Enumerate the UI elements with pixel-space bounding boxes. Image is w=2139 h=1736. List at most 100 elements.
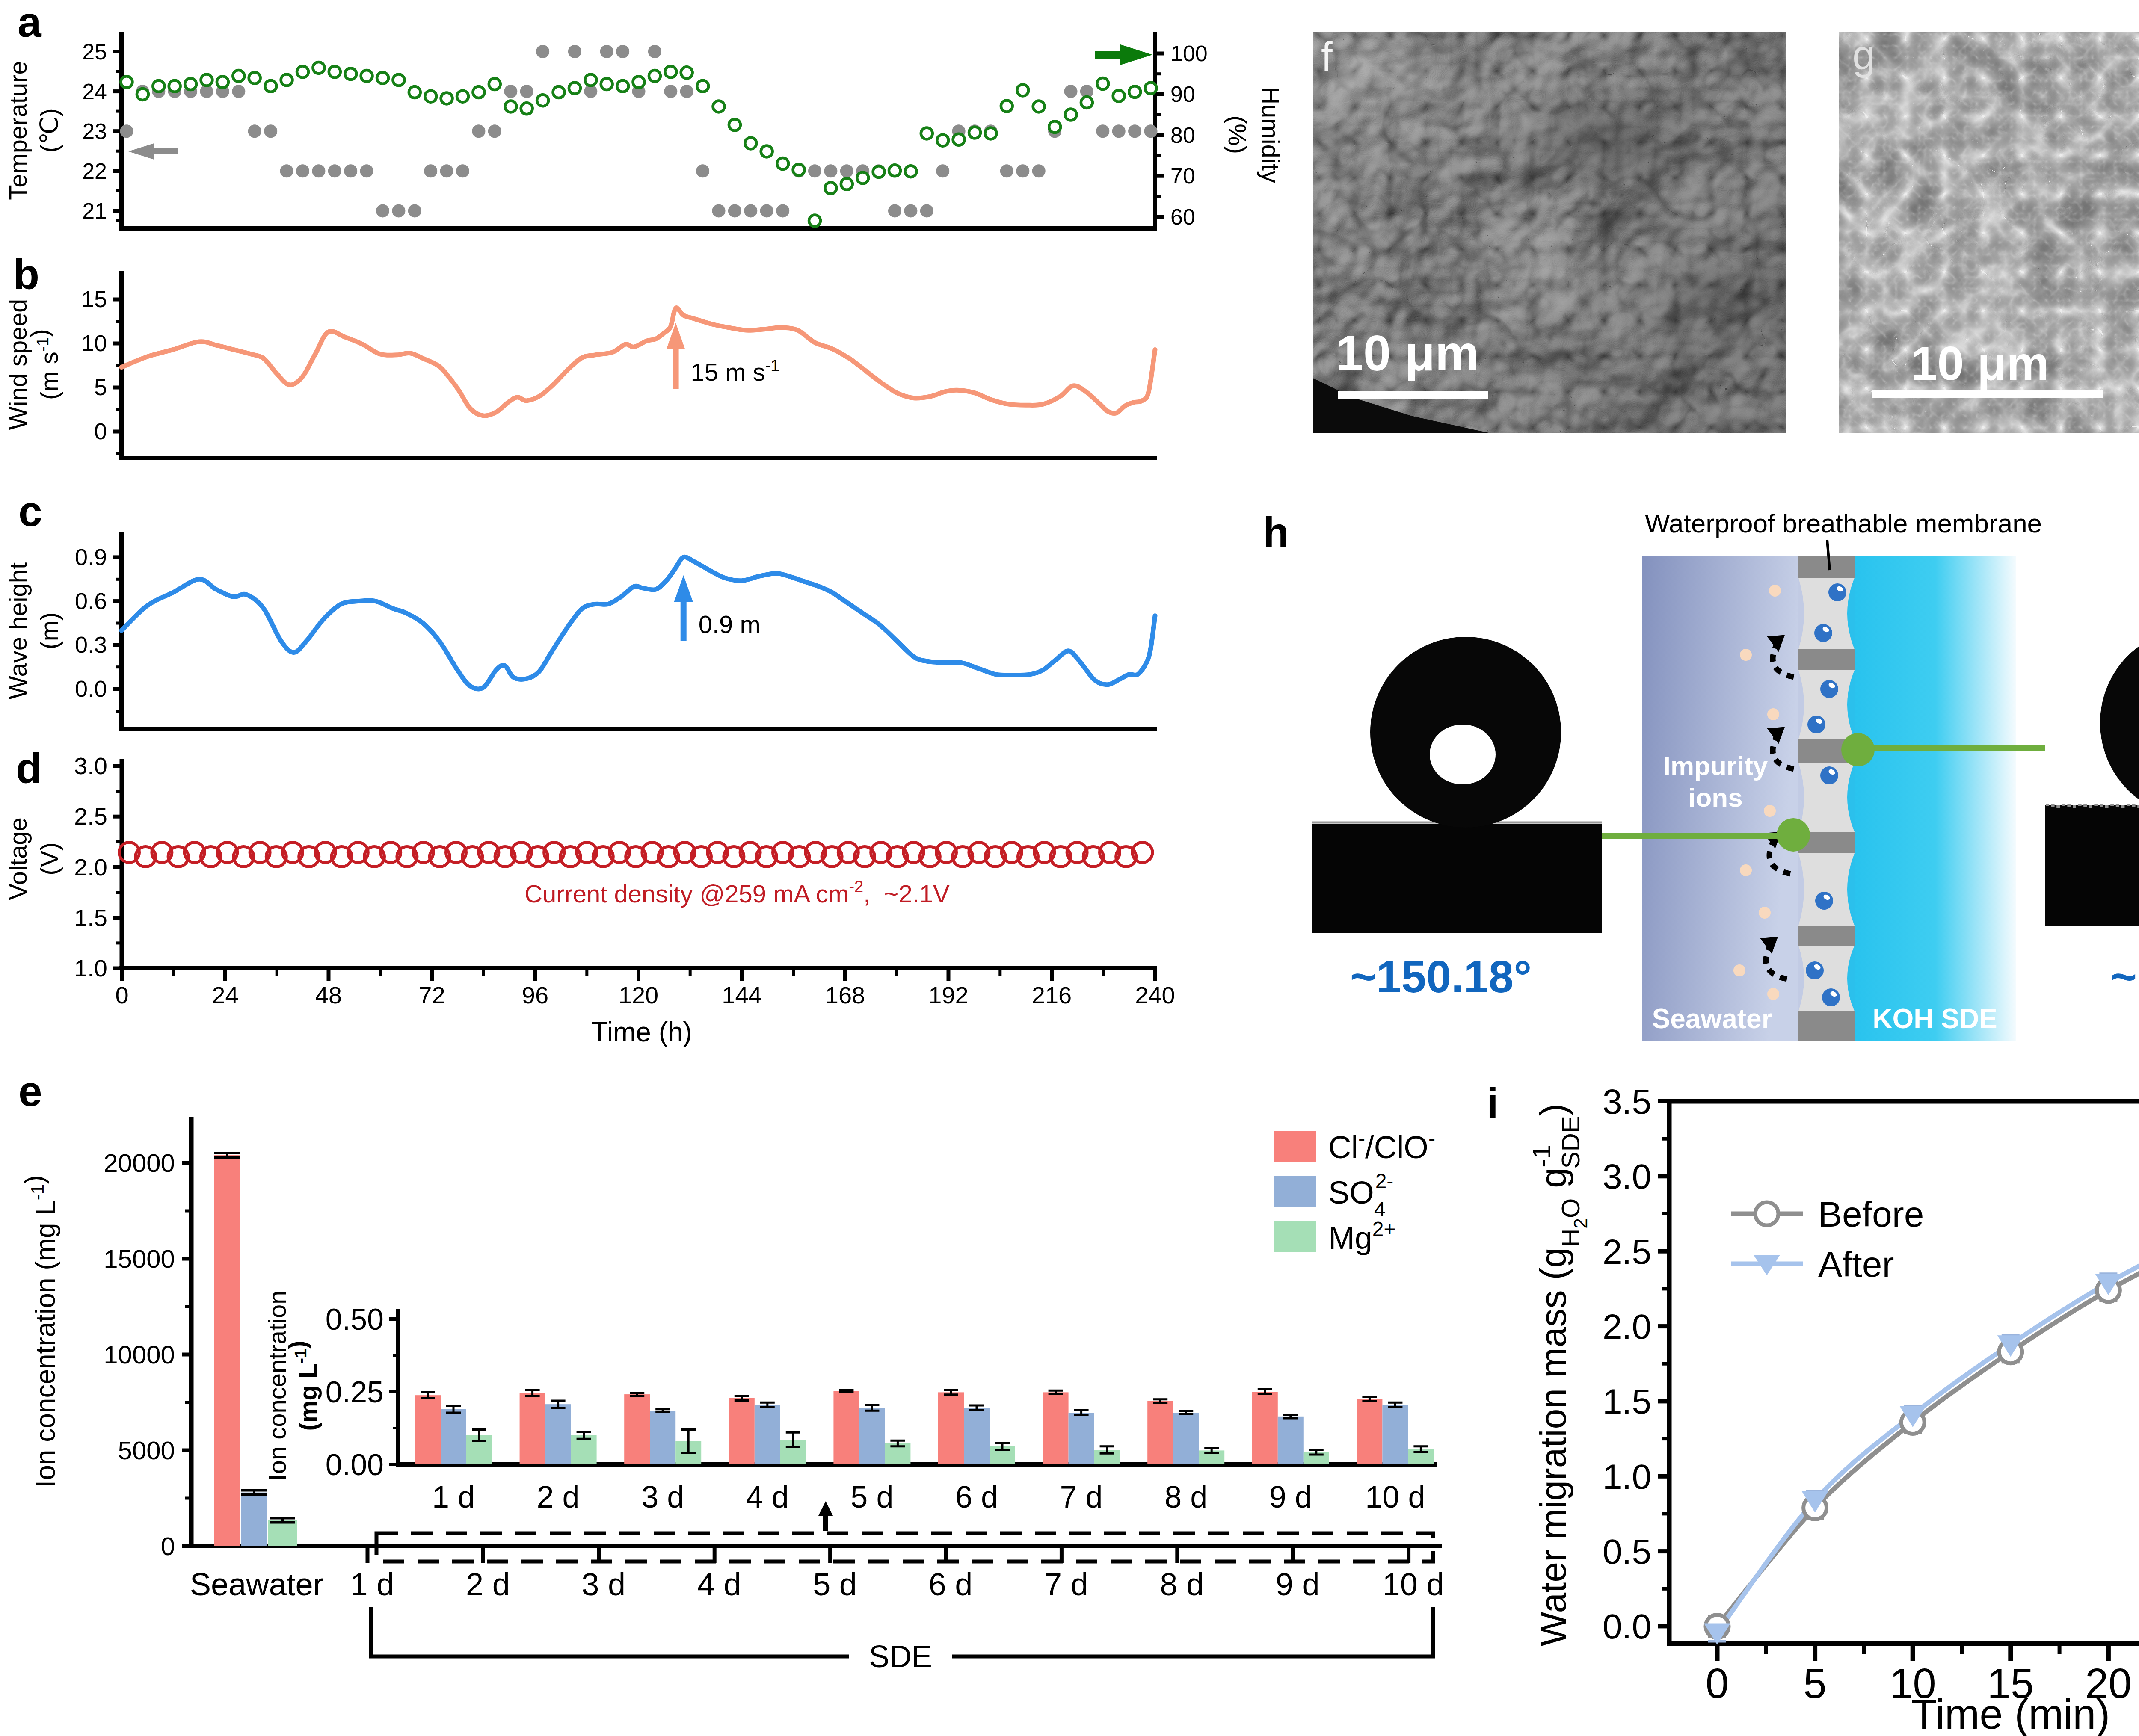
svg-text:g: g xyxy=(1852,32,1875,78)
svg-text:10 d: 10 d xyxy=(1383,1567,1444,1602)
svg-text:240: 240 xyxy=(1135,982,1175,1008)
svg-text:c: c xyxy=(18,487,42,535)
svg-text:(V): (V) xyxy=(35,842,63,875)
svg-text:0.25: 0.25 xyxy=(326,1375,384,1409)
svg-text:2.5: 2.5 xyxy=(1603,1232,1651,1271)
svg-text:72: 72 xyxy=(418,982,445,1008)
svg-text:Before: Before xyxy=(1818,1194,1924,1234)
svg-text:8 d: 8 d xyxy=(1164,1480,1207,1514)
svg-text:Impurity: Impurity xyxy=(1663,751,1768,781)
svg-text:10: 10 xyxy=(81,330,107,356)
svg-text:192: 192 xyxy=(928,982,968,1008)
svg-text:120: 120 xyxy=(619,982,658,1008)
svg-text:0: 0 xyxy=(161,1532,175,1561)
svg-text:0.5: 0.5 xyxy=(1603,1532,1651,1571)
svg-text:4 d: 4 d xyxy=(697,1567,741,1602)
svg-text:10 μm: 10 μm xyxy=(1336,325,1479,381)
svg-text:70: 70 xyxy=(1170,163,1195,188)
svg-text:Voltage: Voltage xyxy=(4,817,32,900)
svg-text:3.0: 3.0 xyxy=(74,752,107,779)
svg-text:2.0: 2.0 xyxy=(74,854,107,881)
svg-text:8 d: 8 d xyxy=(1160,1567,1204,1602)
svg-text:1.0: 1.0 xyxy=(1603,1457,1651,1496)
svg-text:2 d: 2 d xyxy=(466,1567,510,1602)
svg-text:7 d: 7 d xyxy=(1060,1480,1103,1514)
svg-text:Ion concentration: Ion concentration xyxy=(263,1291,291,1481)
svg-text:3 d: 3 d xyxy=(641,1480,684,1514)
svg-text:21: 21 xyxy=(82,198,107,223)
svg-text:7 d: 7 d xyxy=(1044,1567,1088,1602)
svg-text:9 d: 9 d xyxy=(1269,1480,1312,1514)
svg-text:0.0: 0.0 xyxy=(75,676,107,701)
svg-text:9 d: 9 d xyxy=(1276,1567,1320,1602)
svg-text:SDE: SDE xyxy=(869,1639,932,1674)
svg-text:0: 0 xyxy=(94,418,107,444)
svg-text:90: 90 xyxy=(1170,82,1195,106)
svg-text:5 d: 5 d xyxy=(850,1480,893,1514)
svg-text:Seawater: Seawater xyxy=(1652,1003,1772,1034)
svg-text:3.0: 3.0 xyxy=(1603,1157,1651,1196)
svg-text:24: 24 xyxy=(212,982,238,1008)
svg-text:24: 24 xyxy=(82,79,107,104)
svg-text:~147.05°: ~147.05° xyxy=(2111,952,2139,1002)
svg-text:0.0: 0.0 xyxy=(1603,1607,1651,1646)
svg-text:0.6: 0.6 xyxy=(75,588,107,614)
svg-text:60: 60 xyxy=(1170,204,1195,229)
svg-text:6 d: 6 d xyxy=(955,1480,998,1514)
svg-text:25: 25 xyxy=(82,39,107,64)
svg-text:d: d xyxy=(16,744,42,792)
svg-text:10 μm: 10 μm xyxy=(1911,337,2049,390)
svg-text:1.5: 1.5 xyxy=(1603,1382,1651,1421)
svg-text:Humidity: Humidity xyxy=(1257,86,1285,183)
svg-text:0.00: 0.00 xyxy=(326,1448,384,1482)
svg-text:0.9 m: 0.9 m xyxy=(699,610,761,638)
svg-text:f: f xyxy=(1321,34,1333,80)
svg-text:80: 80 xyxy=(1170,123,1195,148)
svg-text:Waterproof breathable membrane: Waterproof breathable membrane xyxy=(1645,509,2042,538)
svg-text:1.5: 1.5 xyxy=(74,904,107,931)
svg-text:2 d: 2 d xyxy=(537,1480,580,1514)
svg-text:0.9: 0.9 xyxy=(75,544,107,570)
svg-text:(m): (m) xyxy=(35,612,63,650)
svg-text:Cl-/ClO-: Cl-/ClO- xyxy=(1328,1127,1435,1165)
svg-text:0: 0 xyxy=(115,982,128,1008)
svg-text:10 d: 10 d xyxy=(1365,1480,1425,1514)
svg-text:15000: 15000 xyxy=(104,1245,175,1273)
svg-text:0.3: 0.3 xyxy=(75,632,107,657)
svg-text:b: b xyxy=(13,250,39,298)
svg-text:i: i xyxy=(1487,1079,1499,1127)
svg-text:1 d: 1 d xyxy=(350,1567,394,1602)
svg-text:22: 22 xyxy=(82,159,107,183)
svg-text:3 d: 3 d xyxy=(581,1567,625,1602)
svg-text:20000: 20000 xyxy=(104,1149,175,1177)
svg-text:4 d: 4 d xyxy=(746,1480,789,1514)
svg-text:2.5: 2.5 xyxy=(74,803,107,830)
svg-text:3.5: 3.5 xyxy=(1603,1082,1651,1121)
svg-text:a: a xyxy=(18,0,42,46)
svg-text:(%): (%) xyxy=(1224,115,1251,154)
svg-text:0.50: 0.50 xyxy=(326,1303,384,1336)
svg-text:~150.18°: ~150.18° xyxy=(1350,952,1532,1002)
svg-text:e: e xyxy=(18,1067,42,1115)
svg-text:100: 100 xyxy=(1170,41,1208,66)
svg-text:ions: ions xyxy=(1688,783,1742,812)
svg-text:2.0: 2.0 xyxy=(1603,1307,1651,1346)
svg-text:6 d: 6 d xyxy=(929,1567,973,1602)
svg-text:96: 96 xyxy=(522,982,548,1008)
svg-text:10000: 10000 xyxy=(104,1340,175,1369)
svg-text:5: 5 xyxy=(94,374,107,400)
svg-text:Wind speed: Wind speed xyxy=(4,299,32,430)
svg-text:5000: 5000 xyxy=(118,1436,175,1465)
svg-text:h: h xyxy=(1263,509,1289,556)
svg-text:216: 216 xyxy=(1032,982,1072,1008)
svg-text:Temperature: Temperature xyxy=(4,61,32,200)
svg-text:1.0: 1.0 xyxy=(74,955,107,982)
svg-text:5: 5 xyxy=(1803,1660,1827,1707)
svg-text:Time (min): Time (min) xyxy=(1911,1691,2110,1736)
svg-text:144: 144 xyxy=(722,982,761,1008)
svg-text:Seawater: Seawater xyxy=(190,1567,324,1602)
svg-text:168: 168 xyxy=(825,982,865,1008)
svg-text:23: 23 xyxy=(82,119,107,144)
svg-text:0: 0 xyxy=(1706,1660,1729,1707)
svg-text:Time (h): Time (h) xyxy=(591,1017,692,1047)
